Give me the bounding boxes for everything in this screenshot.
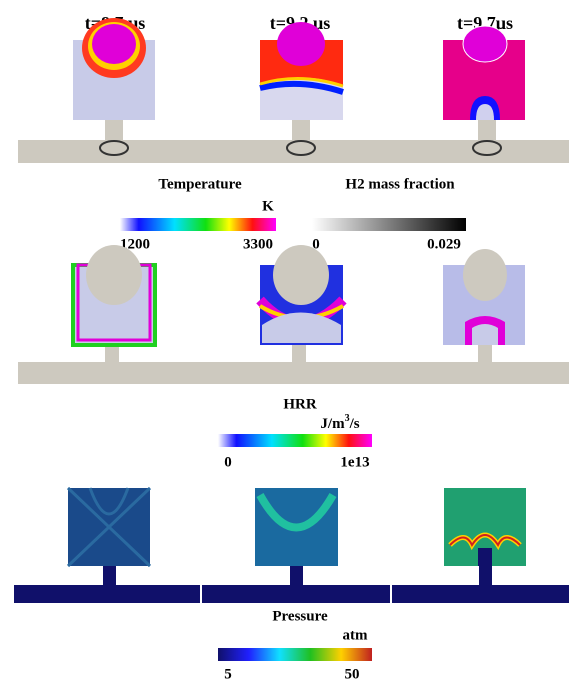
colorbar-min: 5 [224,666,232,682]
colorbar-max: 50 [345,666,360,682]
unit-base: J/m [320,416,345,432]
hrr-row [18,245,569,384]
figure: t=8.7 μs t=9.2 μs t=9.7μs Temperature H2… [0,0,569,686]
colorbar-min: 0 [224,454,232,470]
temperature-row [18,18,569,163]
pressure-colorbar [218,648,372,661]
colorbar-max: 3300 [243,236,273,252]
pressure-row [14,488,569,603]
colorbar-title: H2 mass fraction [345,176,455,192]
h2-colorbar [312,218,466,231]
temperature-colorbar [120,218,276,231]
colorbar-max: 1e13 [340,454,369,470]
colorbar-unit: atm [343,627,368,643]
colorbar-max: 0.029 [427,236,461,252]
colorbar-unit: K [262,198,274,214]
unit-tail: /s [349,416,360,432]
hrr-colorbar [218,434,372,447]
colorbar-title: Temperature [158,176,242,192]
colorbar-title: HRR [283,396,317,412]
page: t=8.7 μs t=9.2 μs t=9.7μs Temperature H2… [0,0,569,686]
colorbar-unit: J/m3/s [320,413,359,432]
colorbar-title: Pressure [272,608,328,624]
